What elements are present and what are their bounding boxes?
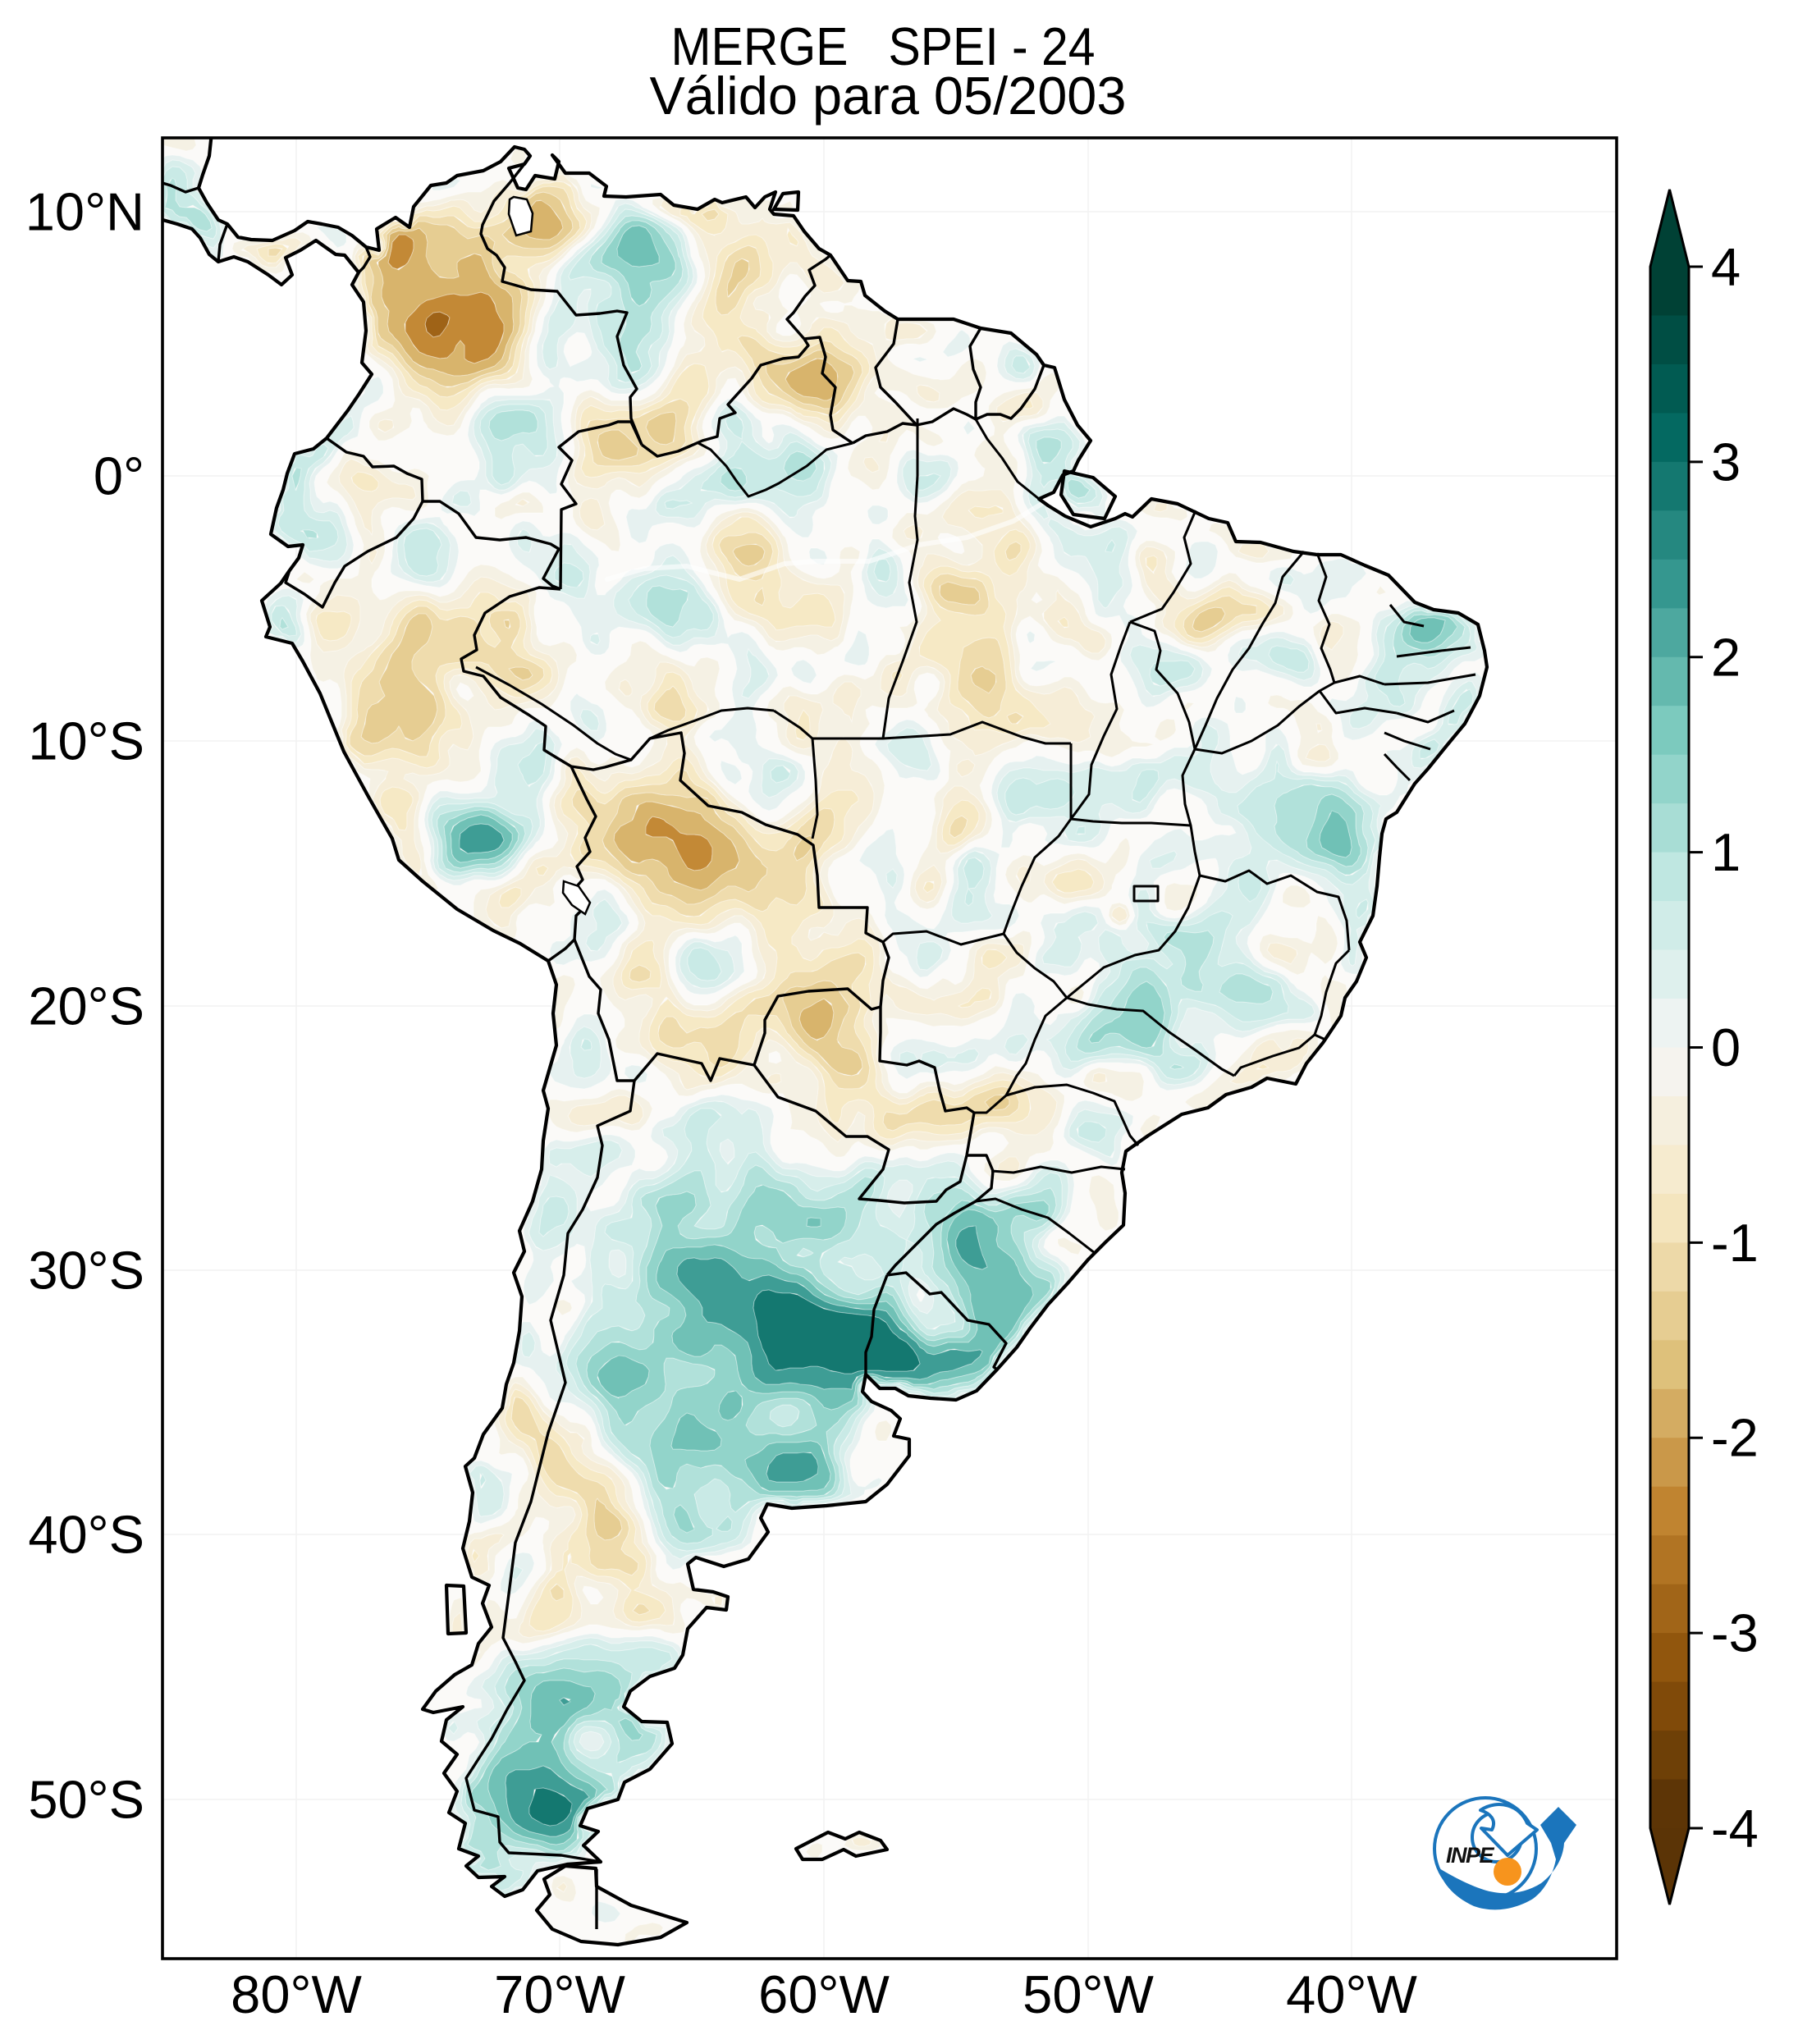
- svg-text:80°W: 80°W: [231, 1964, 362, 2024]
- svg-text:-2: -2: [1711, 1408, 1759, 1468]
- svg-text:Válido para 05/2003: Válido para 05/2003: [650, 66, 1127, 126]
- svg-text:-1: -1: [1711, 1213, 1759, 1273]
- svg-text:70°W: 70°W: [494, 1964, 625, 2024]
- svg-text:40°W: 40°W: [1286, 1964, 1417, 2024]
- svg-text:0°: 0°: [94, 446, 144, 506]
- svg-text:3: 3: [1711, 432, 1741, 492]
- svg-text:2: 2: [1711, 627, 1741, 687]
- svg-text:60°W: 60°W: [758, 1964, 890, 2024]
- svg-text:30°S: 30°S: [28, 1241, 144, 1301]
- svg-text:50°W: 50°W: [1023, 1964, 1154, 2024]
- svg-text:-3: -3: [1711, 1603, 1759, 1663]
- svg-text:1: 1: [1711, 822, 1741, 882]
- svg-text:INPE: INPE: [1446, 1843, 1495, 1868]
- svg-text:50°S: 50°S: [28, 1770, 144, 1830]
- svg-text:20°S: 20°S: [28, 976, 144, 1036]
- svg-text:-4: -4: [1711, 1799, 1759, 1859]
- svg-text:10°N: 10°N: [25, 182, 144, 242]
- svg-text:0: 0: [1711, 1017, 1741, 1077]
- svg-text:4: 4: [1711, 237, 1741, 297]
- svg-text:10°S: 10°S: [28, 711, 144, 771]
- svg-text:40°S: 40°S: [28, 1505, 144, 1565]
- svg-text:MERGE SPEI - 24: MERGE SPEI - 24: [671, 16, 1096, 76]
